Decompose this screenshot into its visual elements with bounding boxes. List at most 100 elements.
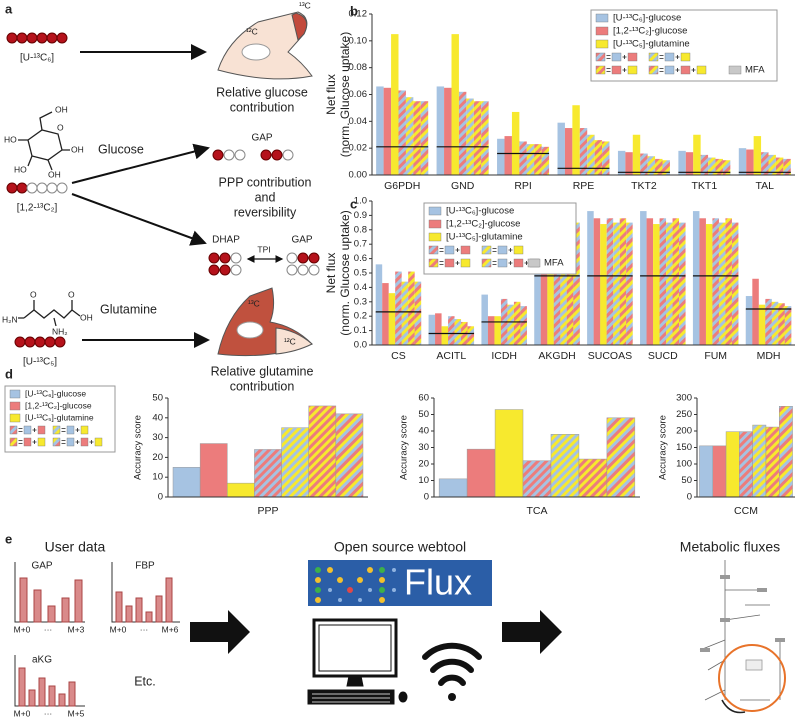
y-tick-label: 0.10 [349, 35, 368, 46]
legend-swatch [66, 425, 75, 435]
atom-label: OH [71, 144, 84, 154]
bar [632, 134, 641, 175]
bar [765, 298, 772, 345]
wifi-dot [448, 693, 456, 701]
example-bar [74, 579, 83, 623]
bar [414, 281, 422, 345]
bar [481, 294, 488, 345]
atom-label: NH₂ [52, 326, 68, 336]
legend-swatch [9, 437, 18, 447]
y-tick-label: 0 [158, 492, 163, 503]
bar [513, 301, 521, 345]
legend-equals [492, 261, 497, 265]
logo-dot [357, 577, 363, 583]
bar [587, 134, 595, 175]
x-tick-label: FUM [704, 350, 727, 362]
x-axis-label: TCA [527, 505, 548, 517]
legend-swatch [428, 258, 439, 268]
network-node [720, 575, 730, 579]
legend-equals [18, 440, 23, 444]
legend-label: [U-¹³C₅]-glutamine [613, 39, 690, 50]
panel-label: d [5, 366, 13, 381]
x-tick-label: G6PDH [384, 180, 420, 192]
tracer-label: [1,2-¹³C₂] [17, 203, 58, 214]
monitor [312, 618, 398, 678]
legend-swatch [37, 425, 46, 435]
legend-swatch [9, 425, 18, 435]
y-axis-label: Net flux [324, 74, 338, 115]
isotope-label: ¹²C [246, 26, 258, 36]
legend-swatch [9, 389, 21, 399]
legend-label: MFA [544, 258, 564, 269]
etc-label: Etc. [134, 674, 156, 688]
y-tick-label: 0.4 [354, 282, 367, 293]
legend-swatch [428, 206, 442, 216]
bar [725, 431, 740, 498]
carbon-atom [230, 252, 242, 264]
y-tick-label: 50 [152, 393, 163, 404]
bar [547, 224, 554, 345]
legend-plus [622, 55, 627, 59]
outcome-label: Relative glutamine [211, 364, 314, 378]
bar [172, 467, 201, 498]
y-tick-label: 0.00 [349, 170, 368, 181]
legend-plus [455, 248, 460, 252]
histogram-x-label: M+0 [14, 624, 31, 634]
y-tick-label: 0.12 [349, 9, 368, 20]
logo-dot [315, 577, 321, 583]
y-tick-label: 0.5 [354, 268, 367, 279]
carbon-atom [223, 149, 235, 161]
atom-label: HO [14, 164, 27, 174]
bar [473, 101, 482, 175]
legend-swatch [611, 52, 622, 62]
y-tick-label: 0.8 [354, 224, 367, 235]
y-tick-label: 200 [676, 426, 692, 437]
legend-swatch [80, 437, 89, 447]
bar [451, 34, 459, 175]
atom-label: HO [4, 134, 17, 144]
legend-plus [508, 248, 513, 252]
outcome-label: PPP contribution [219, 175, 312, 189]
bar [420, 101, 429, 175]
metabolite-label: GAP [291, 235, 312, 246]
bar [602, 141, 610, 175]
bar [401, 281, 409, 345]
nucleus [241, 43, 271, 61]
bar [647, 156, 656, 175]
bar [640, 211, 647, 345]
bar [712, 445, 727, 498]
bar [382, 283, 389, 345]
y-tick-label: 20 [418, 459, 429, 470]
x-tick-label: ICDH [491, 350, 517, 362]
y-tick-label: 0.02 [349, 143, 368, 154]
bar [659, 218, 667, 345]
y-tick-label: 0 [424, 492, 429, 503]
legend-swatch [52, 437, 61, 447]
atom-label: OH [48, 169, 61, 179]
screen [318, 624, 392, 672]
bar [678, 150, 686, 175]
legend-plus [675, 55, 680, 59]
x-tick-label: TAL [756, 180, 775, 192]
bar [653, 224, 660, 345]
example-histogram [111, 562, 180, 623]
carbon-atom [26, 32, 38, 44]
x-tick-label: SUCOAS [588, 350, 632, 362]
bar [572, 105, 580, 175]
histogram-x-label: ··· [44, 624, 53, 634]
bar [700, 154, 709, 175]
section-title: Metabolic fluxes [680, 539, 780, 555]
isotope-label: ¹³C [299, 0, 311, 10]
logo-dot [337, 577, 343, 583]
legend-swatch [52, 425, 61, 435]
histogram-x-label: ··· [140, 624, 149, 634]
bar [550, 434, 580, 498]
wifi-arc [430, 658, 474, 673]
x-axis-label: CCM [734, 505, 758, 517]
carbon-atom [16, 32, 28, 44]
legend-swatch [497, 245, 508, 255]
carbon-atom [286, 264, 298, 276]
network-edge [699, 560, 781, 701]
bar [722, 160, 731, 175]
example-bars [18, 667, 76, 707]
